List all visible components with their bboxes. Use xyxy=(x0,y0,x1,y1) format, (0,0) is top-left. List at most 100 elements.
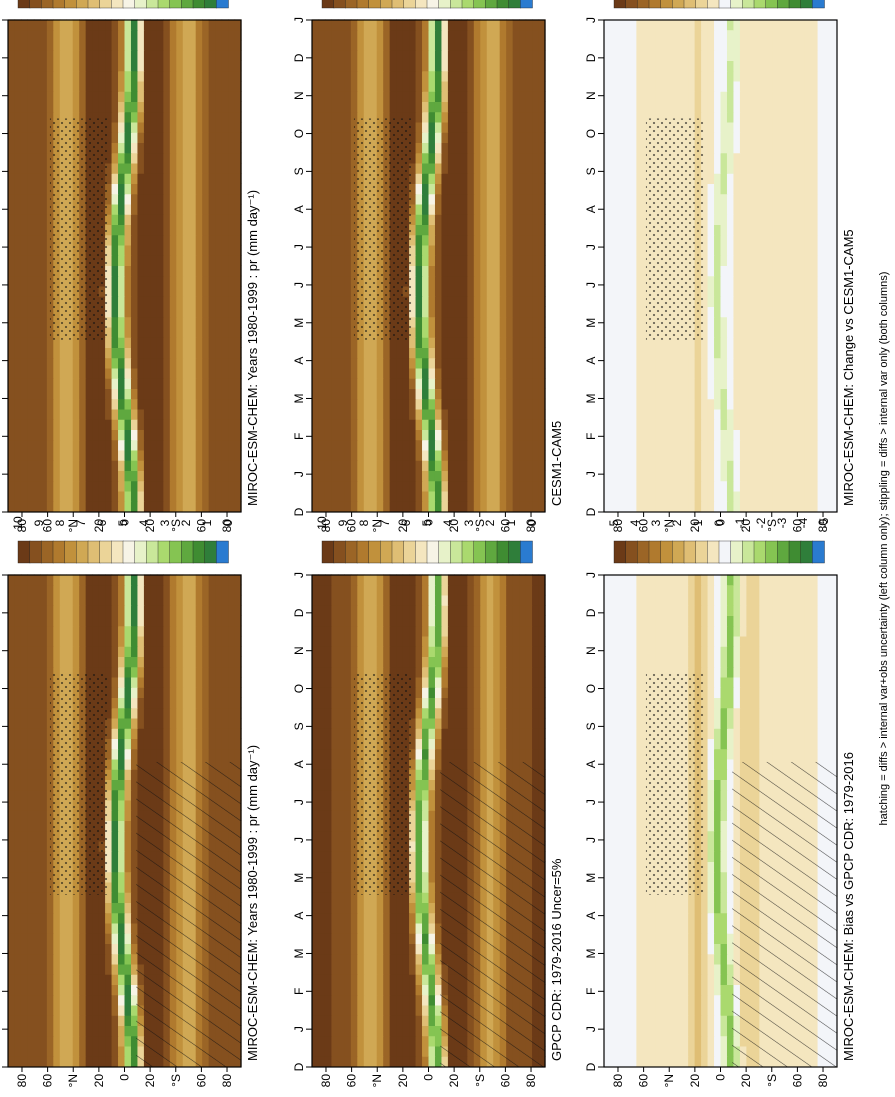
heatmap-cell xyxy=(215,748,223,760)
heatmap-cell xyxy=(208,255,216,266)
heatmap-cell xyxy=(8,337,16,348)
heatmap-cell xyxy=(318,707,326,719)
heatmap-cell xyxy=(176,132,184,143)
heatmap-cell xyxy=(156,728,164,739)
heatmap-cell xyxy=(8,152,16,164)
heatmap-cell xyxy=(27,635,35,647)
heatmap-cell xyxy=(376,1035,384,1047)
heatmap-cell xyxy=(324,1035,333,1047)
heatmap-cell xyxy=(383,974,391,985)
heatmap-cell xyxy=(195,265,203,277)
heatmap-cell xyxy=(150,419,158,430)
heatmap-cell xyxy=(163,183,171,195)
heatmap-cell xyxy=(111,50,119,61)
heatmap-cell xyxy=(72,902,80,914)
heatmap-cell xyxy=(85,490,93,502)
heatmap-cell xyxy=(318,769,326,780)
heatmap-cell xyxy=(156,234,164,246)
heatmap-cell xyxy=(344,1045,352,1057)
heatmap-cell xyxy=(189,717,197,729)
heatmap-cell xyxy=(312,697,320,709)
heatmap-cell xyxy=(85,943,93,955)
heatmap-cell xyxy=(46,1056,54,1067)
heatmap-cell xyxy=(228,326,236,338)
heatmap-cell xyxy=(130,449,139,461)
heatmap-cell xyxy=(66,574,74,586)
heatmap-cell xyxy=(33,769,41,780)
heatmap-cell xyxy=(14,820,22,832)
heatmap-cell xyxy=(8,1004,16,1016)
heatmap-cell xyxy=(33,70,41,82)
heatmap-cell xyxy=(124,1025,132,1037)
heatmap-cell xyxy=(415,789,423,801)
heatmap-cell xyxy=(312,902,320,914)
heatmap-cell xyxy=(27,111,35,123)
heatmap-cell xyxy=(40,605,48,616)
heatmap-cell xyxy=(318,963,326,975)
heatmap-cell xyxy=(53,974,61,985)
heatmap-cell xyxy=(118,758,126,770)
heatmap-cell xyxy=(124,39,132,51)
heatmap-cell xyxy=(66,80,74,92)
heatmap-cell xyxy=(14,912,22,924)
heatmap-cell xyxy=(428,738,436,750)
heatmap-cell xyxy=(331,779,339,791)
heatmap-cell xyxy=(20,367,29,379)
heatmap-cell xyxy=(422,922,430,934)
heatmap-cell xyxy=(118,316,126,328)
heatmap-cell xyxy=(512,728,520,739)
heatmap-cell xyxy=(124,367,132,379)
heatmap-cell xyxy=(383,1035,391,1047)
heatmap-cell xyxy=(33,460,41,471)
heatmap-cell xyxy=(66,357,74,369)
heatmap-cell xyxy=(85,922,93,934)
heatmap-cell xyxy=(33,697,41,709)
heatmap-cell xyxy=(331,687,339,698)
heatmap-cell xyxy=(72,29,80,41)
heatmap-cell xyxy=(195,50,203,61)
heatmap-cell xyxy=(318,994,326,1006)
heatmap-cell xyxy=(111,224,119,236)
heatmap-cell xyxy=(92,80,100,92)
heatmap-cell xyxy=(473,748,481,760)
heatmap-cell xyxy=(415,1025,423,1037)
heatmap-cell xyxy=(202,306,210,318)
heatmap-cell xyxy=(163,605,171,616)
heatmap-cell xyxy=(72,101,80,113)
heatmap-cell xyxy=(124,449,132,461)
heatmap-cell xyxy=(40,738,48,750)
heatmap-cell xyxy=(105,60,113,72)
heatmap-cell xyxy=(143,91,151,102)
x-tick-label: F xyxy=(0,433,2,440)
colorbar-swatch xyxy=(157,0,171,9)
heatmap-cell xyxy=(434,748,443,760)
heatmap-cell xyxy=(156,574,164,586)
heatmap-cell xyxy=(182,378,190,389)
heatmap-cell xyxy=(8,490,16,502)
heatmap-cell xyxy=(124,224,132,236)
heatmap-cell xyxy=(228,101,236,113)
heatmap-cell xyxy=(20,625,29,637)
heatmap-cell xyxy=(228,214,236,225)
heatmap-cell xyxy=(8,728,16,739)
heatmap-cell xyxy=(66,1015,74,1026)
heatmap-cell xyxy=(422,1035,430,1047)
heatmap-cell xyxy=(27,625,35,637)
heatmap-cell xyxy=(324,984,333,996)
heatmap-cell xyxy=(169,605,177,616)
heatmap-cell xyxy=(40,1056,48,1067)
heatmap-cell xyxy=(415,758,423,770)
heatmap-cell xyxy=(46,1015,54,1026)
heatmap-cell xyxy=(111,574,119,586)
heatmap-cell xyxy=(176,347,184,359)
heatmap-cell xyxy=(27,80,35,92)
y-tick-label: 80 xyxy=(15,1074,29,1088)
colorbar-swatch xyxy=(204,0,218,9)
heatmap-cell xyxy=(169,490,177,502)
heatmap-cell xyxy=(221,480,229,492)
heatmap-cell xyxy=(14,429,22,441)
heatmap-cell xyxy=(150,480,158,492)
heatmap-cell xyxy=(318,830,326,842)
heatmap-cell xyxy=(215,490,223,502)
heatmap-cell xyxy=(85,70,93,82)
